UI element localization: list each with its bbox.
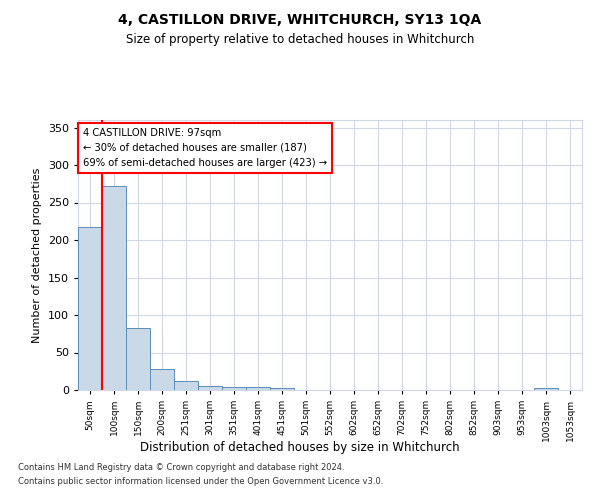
Text: Size of property relative to detached houses in Whitchurch: Size of property relative to detached ho… (126, 32, 474, 46)
Bar (222, 387, 246, 390)
Bar (246, 387, 270, 390)
Bar (78, 226, 102, 390)
Bar (270, 388, 294, 390)
Bar (534, 388, 558, 390)
Bar (126, 328, 150, 390)
Bar (150, 369, 174, 390)
Text: 4 CASTILLON DRIVE: 97sqm
← 30% of detached houses are smaller (187)
69% of semi-: 4 CASTILLON DRIVE: 97sqm ← 30% of detach… (83, 128, 327, 168)
Bar (198, 386, 222, 390)
Text: 4, CASTILLON DRIVE, WHITCHURCH, SY13 1QA: 4, CASTILLON DRIVE, WHITCHURCH, SY13 1QA (118, 12, 482, 26)
Text: Contains public sector information licensed under the Open Government Licence v3: Contains public sector information licen… (18, 477, 383, 486)
Text: Distribution of detached houses by size in Whitchurch: Distribution of detached houses by size … (140, 441, 460, 454)
Y-axis label: Number of detached properties: Number of detached properties (32, 168, 42, 342)
Text: Contains HM Land Registry data © Crown copyright and database right 2024.: Contains HM Land Registry data © Crown c… (18, 464, 344, 472)
Bar (174, 381, 198, 390)
Bar (102, 186, 126, 390)
